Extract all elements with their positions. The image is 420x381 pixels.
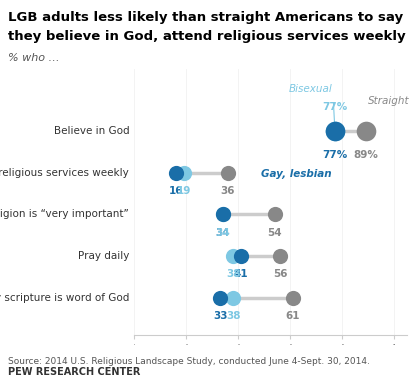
Point <box>217 295 223 301</box>
Point <box>181 170 187 176</box>
Text: Straight: Straight <box>368 96 410 106</box>
Point <box>219 211 226 218</box>
Text: 19: 19 <box>177 186 191 196</box>
Point <box>290 295 297 301</box>
Text: 38: 38 <box>226 311 240 321</box>
Text: PEW RESEARCH CENTER: PEW RESEARCH CENTER <box>8 367 141 377</box>
Point <box>362 128 369 134</box>
Text: Attend religious services weekly: Attend religious services weekly <box>0 168 129 178</box>
Text: 77%: 77% <box>322 150 347 160</box>
Point <box>173 170 179 176</box>
Point <box>230 295 236 301</box>
Text: Say religion is “very important”: Say religion is “very important” <box>0 210 129 219</box>
Text: 36: 36 <box>221 186 235 196</box>
Text: 33: 33 <box>213 311 228 321</box>
Text: Gay, lesbian: Gay, lesbian <box>261 169 332 179</box>
Text: 38: 38 <box>226 269 240 279</box>
Text: Bisexual: Bisexual <box>288 83 332 94</box>
Point <box>230 253 236 259</box>
Text: 77%: 77% <box>322 102 347 112</box>
Text: 16: 16 <box>169 186 183 196</box>
Text: Pray daily: Pray daily <box>78 251 129 261</box>
Text: Source: 2014 U.S. Religious Landscape Study, conducted June 4-Sept. 30, 2014.: Source: 2014 U.S. Religious Landscape St… <box>8 357 370 366</box>
Text: % who …: % who … <box>8 53 60 63</box>
Text: 54: 54 <box>268 228 282 238</box>
Text: Believe in God: Believe in God <box>54 126 129 136</box>
Point <box>271 211 278 218</box>
Text: 61: 61 <box>286 311 300 321</box>
Point <box>219 211 226 218</box>
Point <box>277 253 284 259</box>
Text: they believe in God, attend religious services weekly: they believe in God, attend religious se… <box>8 30 406 43</box>
Text: Say scripture is word of God: Say scripture is word of God <box>0 293 129 303</box>
Point <box>238 253 244 259</box>
Point <box>331 128 338 134</box>
Point <box>225 170 231 176</box>
Text: 89%: 89% <box>353 150 378 160</box>
Point <box>331 128 338 134</box>
Text: 41: 41 <box>234 269 248 279</box>
Text: 34: 34 <box>215 228 230 238</box>
Text: 34: 34 <box>215 228 230 238</box>
Text: LGB adults less likely than straight Americans to say: LGB adults less likely than straight Ame… <box>8 11 404 24</box>
Text: 56: 56 <box>273 269 287 279</box>
